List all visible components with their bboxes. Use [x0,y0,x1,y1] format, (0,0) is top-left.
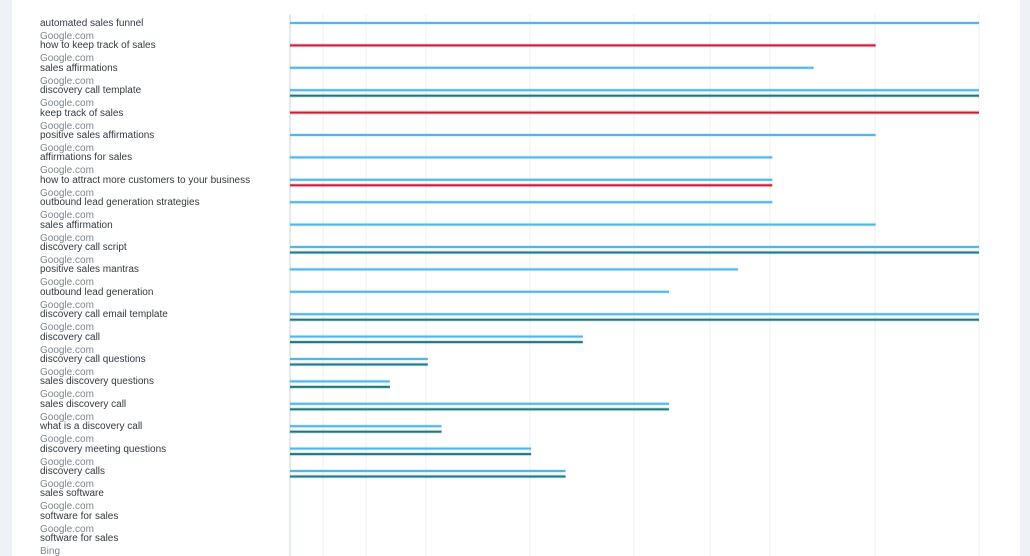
engine-label: Google.com [40,456,94,468]
bar[interactable] [290,408,669,411]
bar[interactable] [290,134,876,136]
bar[interactable] [290,66,814,69]
engine-label: Google.com [40,277,94,289]
bar[interactable] [290,335,583,338]
keyword-label: what is a discovery call [40,421,143,433]
bar[interactable] [290,111,979,114]
keyword-label: discovery meeting questions [40,443,167,455]
keyword-label: discovery call questions [40,354,146,365]
engine-label: Google.com [40,75,94,87]
keyword-label: sales discovery questions [40,376,154,388]
engine-label: Google.com [40,523,94,535]
engine-label: Google.com [40,165,94,177]
keyword-label: discovery call template [40,85,142,97]
engine-label: Google.com [40,232,94,244]
bar-chart [289,14,980,556]
engine-label: Google.com [40,322,94,334]
bar[interactable] [290,385,390,388]
keyword-label: sales discovery call [40,398,127,410]
keyword-labels: automated sales funnel Google.com how to k… [12,0,292,556]
engine-label: Google.com [40,501,94,513]
bar[interactable] [290,341,583,344]
engine-label: Google.com [40,31,94,42]
bar[interactable] [290,380,390,383]
keyword-label: how to attract more customers to your bu… [40,174,251,186]
keyword-label: automated sales funnel [40,18,144,29]
bar[interactable] [290,178,773,181]
bar[interactable] [290,246,979,248]
engine-label: Google.com [40,120,94,132]
bar[interactable] [290,475,566,478]
keyword-label: sales software [40,488,104,500]
bar[interactable] [290,402,669,405]
engine-label: Google.com [40,187,94,199]
bar[interactable] [290,425,442,428]
bar[interactable] [290,201,773,204]
keyword-label: outbound lead generation strategies [40,197,200,209]
engine-label: Google.com [40,255,94,266]
engine-label: Google.com [40,344,94,356]
bar[interactable] [290,268,738,271]
bar[interactable] [290,156,773,159]
keyword-label: software for sales [40,533,119,545]
engine-label: Google.com [40,143,94,154]
keyword-label: how to keep track of sales [40,40,156,52]
engine-label: Google.com [40,299,94,311]
bar[interactable] [290,447,532,450]
bar[interactable] [290,251,979,254]
engine-label: Google.com [40,98,94,110]
bar[interactable] [290,22,979,24]
keyword-label: positive sales affirmations [40,130,155,141]
bar[interactable] [290,44,876,47]
engine-label: Google.com [40,53,94,65]
engine-label: Google.com [40,210,94,222]
engine-label: Google.com [40,411,94,423]
engine-label: Google.com [40,479,94,490]
keyword-label: outbound lead generation [40,286,154,298]
bar[interactable] [290,313,979,316]
keyword-label: keep track of sales [40,107,124,119]
bar[interactable] [290,184,773,187]
engine-label: Google.com [40,389,94,401]
keyword-label: affirmations for sales [40,152,133,164]
keyword-label: discovery calls [40,466,106,477]
bar[interactable] [290,318,979,321]
bar[interactable] [290,89,979,92]
engine-label: Google.com [40,434,94,446]
bar[interactable] [290,470,566,472]
bar[interactable] [290,290,669,293]
engine-label: Bing [40,546,61,556]
bar[interactable] [290,453,532,456]
keyword-label: sales affirmations [40,62,118,74]
keyword-label: sales affirmation [40,219,113,231]
engine-label: Google.com [40,367,94,378]
chart-panel: automated sales funnel Google.com how to k… [12,0,1020,556]
bar[interactable] [290,223,876,226]
keyword-label: discovery call script [40,242,127,253]
keyword-label: discovery call [40,331,101,343]
bar[interactable] [290,94,979,97]
keyword-label: discovery call email template [40,309,168,321]
keyword-label: software for sales [40,510,119,522]
bar[interactable] [290,430,442,433]
bar[interactable] [290,358,428,360]
bar[interactable] [290,363,428,366]
keyword-label: positive sales mantras [40,264,139,276]
